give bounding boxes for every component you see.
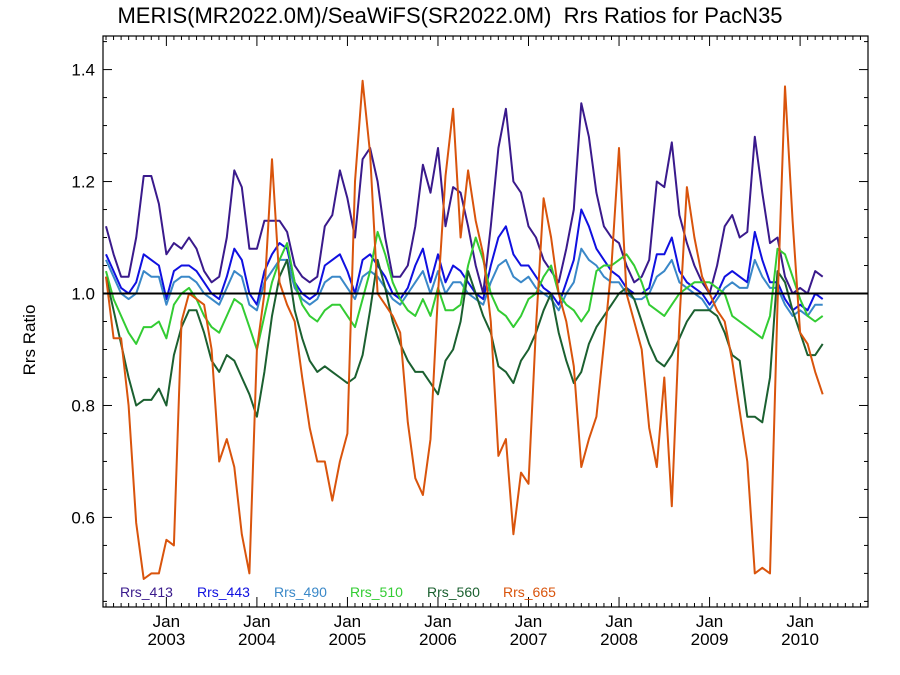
y-tick-label: 1.4 [71, 61, 95, 80]
x-tick-label-year: 2003 [147, 630, 185, 649]
x-tick-label-month: Jan [153, 612, 180, 631]
x-tick-label-year: 2008 [600, 630, 638, 649]
x-tick-label-year: 2009 [691, 630, 729, 649]
x-tick-label-year: 2006 [419, 630, 457, 649]
y-tick-label: 0.6 [71, 508, 95, 527]
x-tick-label-month: Jan [696, 612, 723, 631]
series-line-rrs-665 [105, 79, 824, 580]
x-tick-label-year: 2010 [781, 630, 819, 649]
y-tick-label: 0.8 [71, 396, 95, 415]
chart-title: MERIS(MR2022.0M)/SeaWiFS(SR2022.0M) Rrs … [117, 3, 783, 28]
legend-item: Rrs_413 [120, 584, 173, 600]
series-line-rrs-443 [105, 208, 824, 312]
legend-item: Rrs_443 [197, 584, 250, 600]
y-tick-label: 1.2 [71, 173, 95, 192]
x-tick-label-month: Jan [243, 612, 270, 631]
series-line-rrs-510 [105, 230, 824, 351]
legend-item: Rrs_665 [503, 584, 556, 600]
legend-item: Rrs_490 [274, 584, 327, 600]
x-tick-label-month: Jan [515, 612, 542, 631]
x-tick-label-month: Jan [334, 612, 361, 631]
x-tick-label-year: 2004 [238, 630, 276, 649]
x-tick-label-month: Jan [786, 612, 813, 631]
x-tick-label-month: Jan [424, 612, 451, 631]
legend-item: Rrs_560 [427, 584, 480, 600]
x-tick-label-year: 2007 [510, 630, 548, 649]
y-tick-label: 1.0 [71, 285, 95, 304]
legend-item: Rrs_510 [350, 584, 403, 600]
x-tick-label-month: Jan [605, 612, 632, 631]
series-line-rrs-560 [105, 258, 824, 424]
x-tick-label-year: 2005 [329, 630, 367, 649]
